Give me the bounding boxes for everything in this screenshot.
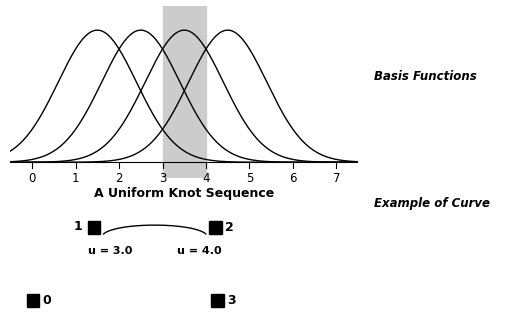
Polygon shape xyxy=(26,294,39,307)
Text: 6: 6 xyxy=(289,172,297,185)
Text: A Uniform Knot Sequence: A Uniform Knot Sequence xyxy=(94,187,275,200)
Text: u = 3.0: u = 3.0 xyxy=(88,245,133,256)
Text: Basis Functions: Basis Functions xyxy=(374,70,476,83)
Text: 1: 1 xyxy=(72,172,79,185)
Text: 2: 2 xyxy=(115,172,123,185)
Polygon shape xyxy=(209,221,222,234)
Polygon shape xyxy=(88,221,100,234)
Text: u = 4.0: u = 4.0 xyxy=(176,245,221,256)
Text: 4: 4 xyxy=(202,172,210,185)
Text: 0: 0 xyxy=(43,294,51,307)
Text: 1: 1 xyxy=(74,220,83,233)
Text: Example of Curve: Example of Curve xyxy=(374,197,490,210)
Text: 5: 5 xyxy=(246,172,253,185)
Polygon shape xyxy=(211,294,224,307)
Bar xyxy=(162,6,206,178)
Text: 3: 3 xyxy=(159,172,166,185)
Text: 2: 2 xyxy=(225,221,234,234)
Text: 3: 3 xyxy=(227,294,236,307)
Text: 0: 0 xyxy=(29,172,36,185)
Text: 7: 7 xyxy=(333,172,340,185)
